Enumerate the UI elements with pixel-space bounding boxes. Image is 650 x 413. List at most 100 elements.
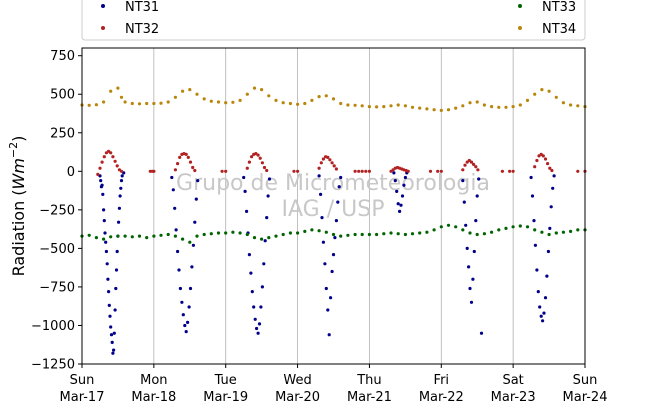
point-nt33 <box>576 228 580 232</box>
point-nt31 <box>249 271 253 275</box>
point-nt33 <box>331 232 336 237</box>
point-nt33 <box>403 232 407 237</box>
point-nt31 <box>188 286 193 291</box>
point-nt31 <box>114 268 119 272</box>
x-tick-label-date: Mar-19 <box>203 390 248 405</box>
point-nt34 <box>331 97 336 101</box>
point-nt32 <box>461 168 465 172</box>
point-nt31 <box>321 240 325 244</box>
point-nt32 <box>176 162 180 166</box>
point-nt31 <box>117 206 121 210</box>
x-axis: Sun Mar-17 Mon Mar-18 Tue Mar-19 Wed Mar-20 Thu M… <box>60 364 607 405</box>
point-nt33 <box>439 225 443 229</box>
point-nt33 <box>188 240 192 244</box>
point-nt33 <box>504 226 508 230</box>
point-nt31 <box>398 209 402 213</box>
watermark-line-1: Grupo de Micrometeorologia <box>176 171 490 196</box>
point-nt31 <box>101 192 105 196</box>
point-nt34 <box>296 102 300 106</box>
legend-label-nt33: NT33 <box>542 0 576 15</box>
point-nt32 <box>353 169 357 173</box>
point-nt33 <box>109 235 113 239</box>
point-nt31 <box>320 216 324 220</box>
point-nt32 <box>258 156 262 160</box>
y-tick-label: −250 <box>39 203 75 218</box>
point-nt31 <box>266 194 270 198</box>
point-nt31 <box>392 171 396 175</box>
point-nt31 <box>339 175 343 180</box>
point-nt33 <box>561 230 566 234</box>
point-nt32 <box>476 168 480 172</box>
point-nt31 <box>393 179 397 183</box>
point-nt32 <box>102 155 106 159</box>
point-nt33 <box>540 230 544 234</box>
point-nt31 <box>113 308 117 312</box>
point-nt34 <box>310 98 314 102</box>
point-nt31 <box>187 305 191 309</box>
series-nt34 <box>80 86 587 112</box>
point-nt34 <box>130 101 134 106</box>
point-nt34 <box>188 88 192 92</box>
point-nt33 <box>173 234 177 238</box>
point-nt31 <box>180 300 184 304</box>
point-nt31 <box>546 249 551 254</box>
point-nt33 <box>252 236 257 240</box>
point-nt32 <box>472 162 476 166</box>
point-nt34 <box>317 95 321 99</box>
point-nt32 <box>173 168 177 172</box>
point-nt32 <box>541 154 545 158</box>
point-nt31 <box>114 286 118 291</box>
point-nt34 <box>245 92 249 96</box>
point-nt31 <box>539 314 543 318</box>
point-nt31 <box>119 179 124 183</box>
point-nt31 <box>474 219 478 223</box>
point-nt33 <box>238 231 242 235</box>
point-nt34 <box>87 103 91 107</box>
point-nt32 <box>467 158 471 163</box>
point-nt32 <box>109 151 113 155</box>
point-nt33 <box>518 224 522 228</box>
point-nt34 <box>166 100 170 104</box>
point-nt34 <box>446 108 451 112</box>
point-nt34 <box>482 103 486 107</box>
point-nt31 <box>471 277 475 281</box>
y-axis-title-exponent: −2 <box>7 142 20 158</box>
point-nt34 <box>173 95 177 99</box>
point-nt33 <box>202 232 206 237</box>
point-nt31 <box>326 308 330 312</box>
point-nt33 <box>137 234 142 238</box>
point-nt34 <box>468 101 472 105</box>
point-nt34 <box>116 86 120 90</box>
legend: NT31 NT32 NT33 NT34 <box>81 0 586 41</box>
point-nt33 <box>418 231 422 235</box>
point-nt32 <box>178 155 182 159</box>
point-nt31 <box>115 249 119 254</box>
point-nt31 <box>109 333 114 337</box>
point-nt31 <box>336 200 340 204</box>
point-nt33 <box>296 231 300 235</box>
point-nt31 <box>178 286 182 291</box>
point-nt31 <box>259 305 263 309</box>
point-nt31 <box>108 314 112 318</box>
point-nt32 <box>96 172 100 176</box>
point-nt34 <box>109 89 113 93</box>
point-nt31 <box>176 249 180 254</box>
point-nt33 <box>569 229 573 233</box>
point-nt31 <box>117 220 121 224</box>
point-nt31 <box>535 268 539 272</box>
point-nt34 <box>504 105 508 109</box>
point-nt32 <box>111 155 115 159</box>
point-nt31 <box>461 179 465 183</box>
point-nt33 <box>87 233 91 237</box>
point-nt33 <box>382 232 386 236</box>
series-nt32 <box>96 149 587 176</box>
point-nt31 <box>541 319 545 323</box>
y-axis-title: Radiation (Wm−2) <box>7 136 28 277</box>
point-nt34 <box>569 103 573 107</box>
point-nt31 <box>174 228 178 232</box>
legend-marker-nt34 <box>518 26 522 30</box>
point-nt32 <box>474 165 478 169</box>
legend-marker-nt32 <box>101 26 105 30</box>
point-nt31 <box>260 285 264 289</box>
point-nt33 <box>116 234 120 238</box>
